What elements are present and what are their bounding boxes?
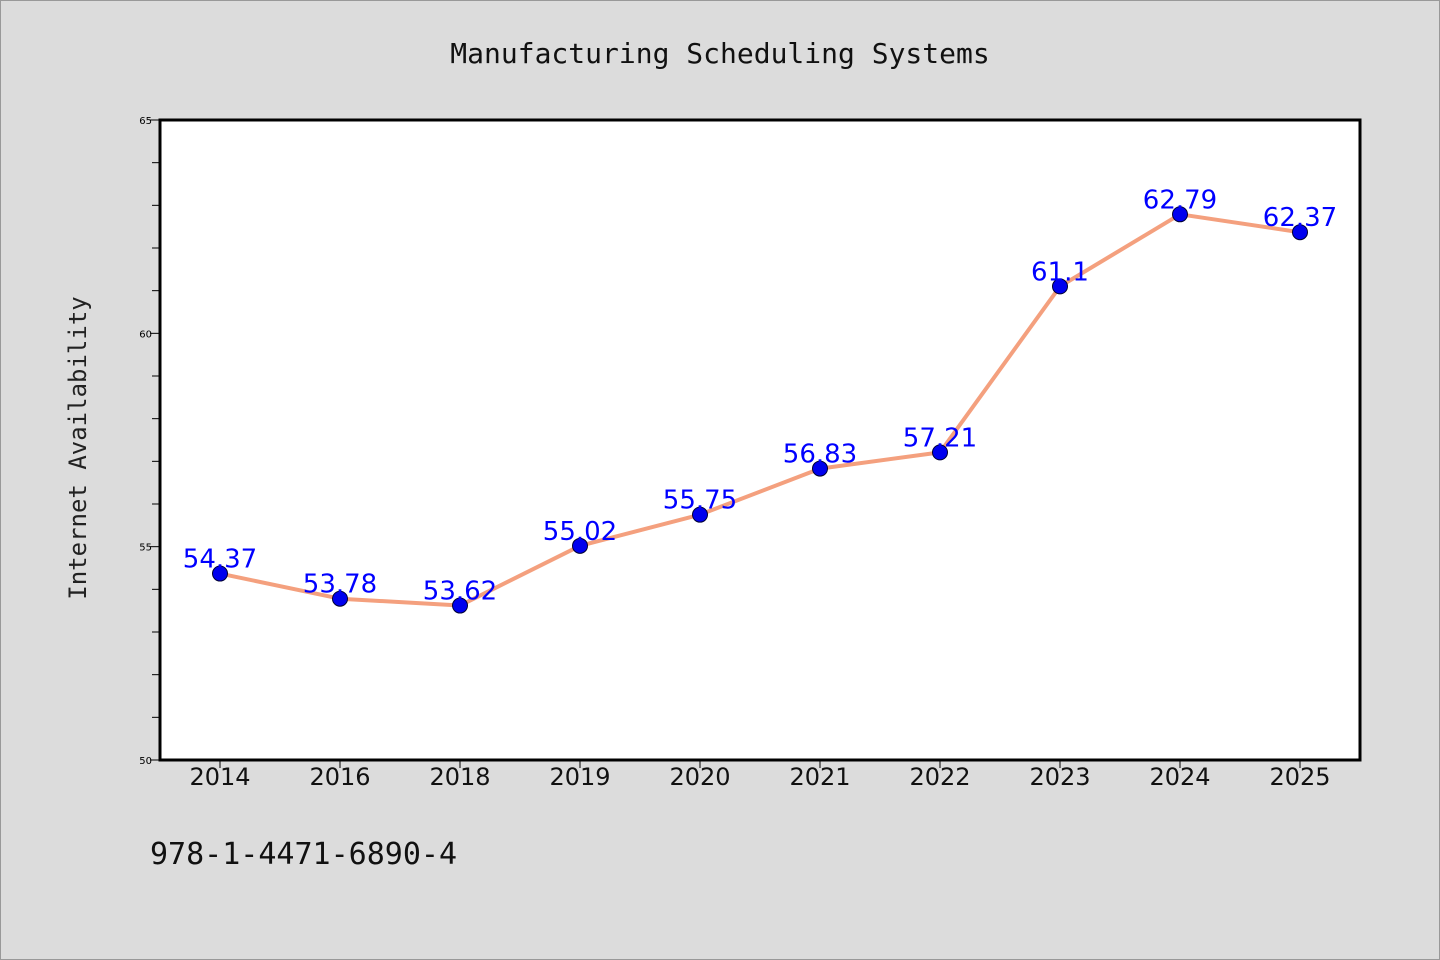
data-label: 56.83: [783, 440, 857, 470]
y-tick-label: 60: [139, 329, 152, 340]
data-point: [932, 444, 948, 461]
data-point: [812, 460, 828, 477]
data-point: [212, 565, 228, 582]
data-point: [1172, 206, 1188, 223]
y-tick-label: 65: [139, 116, 152, 127]
data-label: 53.78: [303, 570, 377, 600]
x-tick-label: 2018: [429, 763, 490, 791]
y-tick-label: 55: [139, 543, 152, 554]
data-label: 53.62: [423, 577, 497, 607]
x-tick-label: 2025: [1269, 763, 1330, 791]
data-point: [692, 506, 708, 523]
y-axis-label: Internet Availability: [64, 296, 92, 599]
chart-title: Manufacturing Scheduling Systems: [450, 37, 989, 70]
data-point: [1292, 224, 1308, 241]
data-label: 62.79: [1143, 185, 1217, 215]
data-label: 55.02: [543, 517, 617, 547]
x-tick-label: 2014: [189, 763, 250, 791]
footer-code: 978-1-4471-6890-4: [150, 837, 457, 872]
data-label: 57.21: [903, 423, 977, 453]
x-axis-ticks: 2014 2016 2018 2019 2020 2021 2022 2023 2024 2025: [189, 760, 1331, 791]
x-tick-label: 2019: [549, 763, 610, 791]
data-point: [1052, 278, 1068, 295]
data-point: [332, 590, 348, 607]
y-axis-ticks: 50 55 60 65: [139, 116, 160, 767]
x-tick-label: 2022: [909, 763, 970, 791]
data-label: 61.1: [1031, 257, 1089, 287]
x-tick-label: 2023: [1029, 763, 1090, 791]
data-label: 62.37: [1263, 203, 1337, 233]
y-tick-label: 50: [139, 756, 152, 767]
series-layer: [212, 206, 1308, 614]
data-point: [572, 537, 588, 554]
x-tick-label: 2020: [669, 763, 730, 791]
data-label: 54.37: [183, 545, 257, 575]
data-point: [452, 597, 468, 614]
series-line: [218, 212, 1302, 608]
data-label: 55.75: [663, 486, 737, 516]
x-tick-label: 2021: [789, 763, 850, 791]
data-labels-layer: 54.37 53.78 53.62 55.02 55.75 56.83 57.21 61.1 6…: [183, 185, 1337, 606]
x-tick-label: 2024: [1149, 763, 1210, 791]
x-tick-label: 2016: [309, 763, 370, 791]
